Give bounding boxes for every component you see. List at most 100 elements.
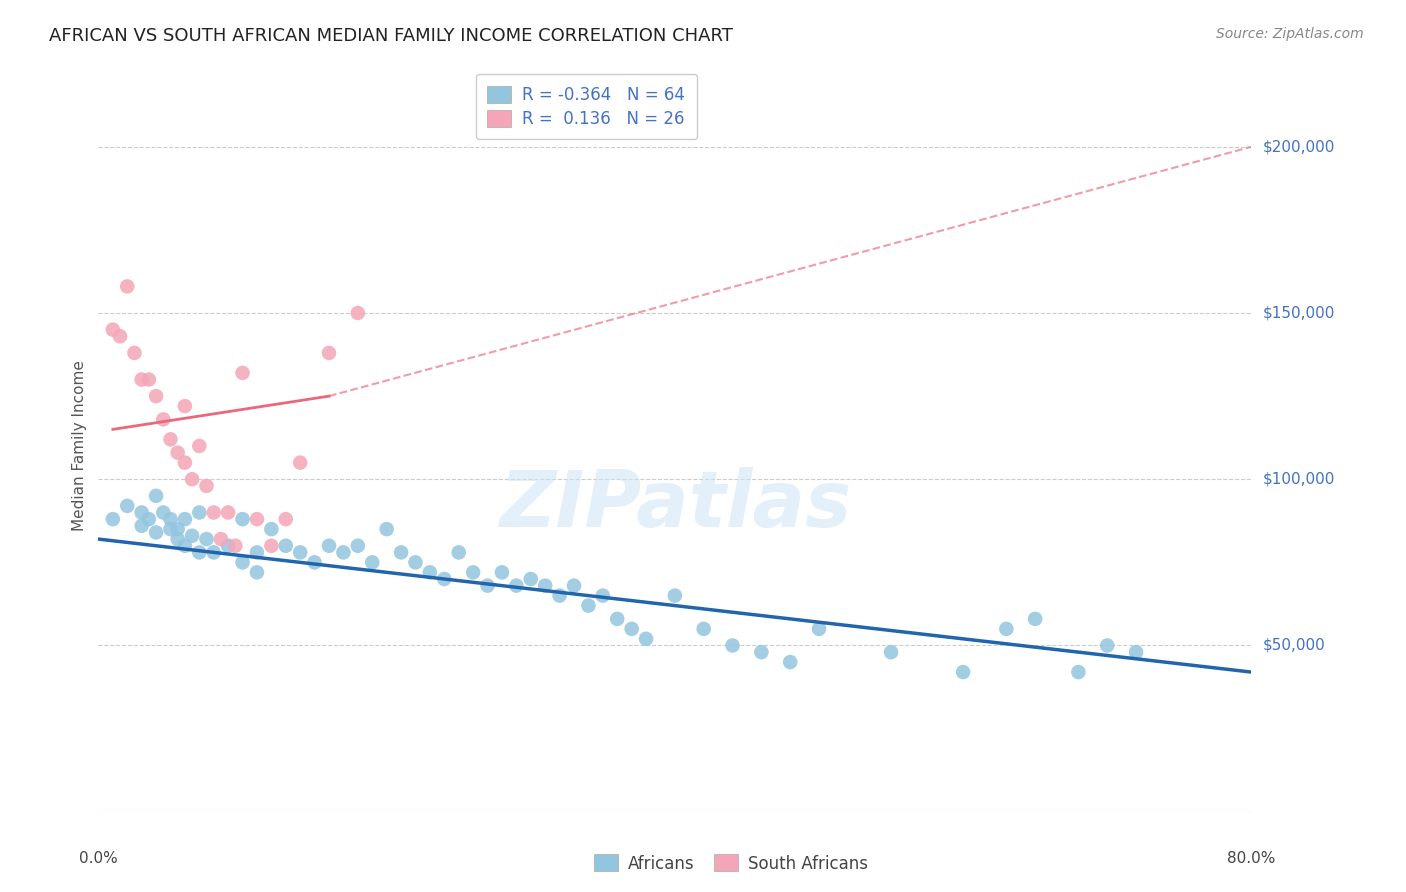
- Point: [562, 579, 585, 593]
- Point: [389, 545, 412, 559]
- Text: $100,000: $100,000: [1263, 472, 1334, 487]
- Y-axis label: Median Family Income: Median Family Income: [72, 360, 87, 532]
- Point: [174, 456, 197, 470]
- Text: AFRICAN VS SOUTH AFRICAN MEDIAN FAMILY INCOME CORRELATION CHART: AFRICAN VS SOUTH AFRICAN MEDIAN FAMILY I…: [49, 27, 733, 45]
- Text: $50,000: $50,000: [1263, 638, 1326, 653]
- Point: [995, 622, 1018, 636]
- Point: [166, 522, 188, 536]
- Point: [174, 539, 197, 553]
- Point: [290, 545, 312, 559]
- Point: [419, 566, 441, 580]
- Point: [166, 532, 188, 546]
- Point: [274, 512, 297, 526]
- Point: [138, 512, 160, 526]
- Point: [117, 499, 139, 513]
- Text: Source: ZipAtlas.com: Source: ZipAtlas.com: [1216, 27, 1364, 41]
- Point: [1125, 645, 1147, 659]
- Point: [145, 389, 167, 403]
- Point: [188, 545, 211, 559]
- Point: [224, 539, 246, 553]
- Point: [195, 479, 218, 493]
- Point: [152, 506, 174, 520]
- Point: [636, 632, 658, 646]
- Text: 0.0%: 0.0%: [79, 851, 118, 865]
- Point: [578, 599, 600, 613]
- Point: [664, 589, 686, 603]
- Legend: Africans, South Africans: Africans, South Africans: [588, 847, 875, 880]
- Point: [131, 506, 153, 520]
- Point: [246, 545, 269, 559]
- Point: [117, 279, 139, 293]
- Point: [202, 506, 225, 520]
- Point: [318, 539, 340, 553]
- Point: [332, 545, 354, 559]
- Point: [880, 645, 903, 659]
- Text: $200,000: $200,000: [1263, 139, 1334, 154]
- Point: [779, 655, 801, 669]
- Point: [304, 555, 326, 569]
- Point: [1024, 612, 1046, 626]
- Point: [195, 532, 218, 546]
- Point: [505, 579, 527, 593]
- Point: [131, 372, 153, 386]
- Point: [548, 589, 571, 603]
- Point: [174, 512, 197, 526]
- Point: [231, 512, 254, 526]
- Point: [101, 323, 124, 337]
- Point: [209, 532, 232, 546]
- Point: [181, 472, 204, 486]
- Point: [751, 645, 773, 659]
- Point: [721, 639, 744, 653]
- Point: [693, 622, 716, 636]
- Point: [375, 522, 398, 536]
- Point: [592, 589, 614, 603]
- Point: [188, 506, 211, 520]
- Text: 80.0%: 80.0%: [1227, 851, 1275, 865]
- Point: [138, 372, 160, 386]
- Point: [1067, 665, 1090, 679]
- Point: [274, 539, 297, 553]
- Point: [347, 306, 370, 320]
- Point: [159, 512, 181, 526]
- Point: [405, 555, 427, 569]
- Point: [202, 545, 225, 559]
- Point: [463, 566, 485, 580]
- Point: [231, 555, 254, 569]
- Point: [620, 622, 643, 636]
- Point: [246, 512, 269, 526]
- Point: [231, 366, 254, 380]
- Point: [174, 399, 197, 413]
- Point: [217, 539, 239, 553]
- Point: [166, 445, 188, 459]
- Point: [347, 539, 370, 553]
- Point: [520, 572, 543, 586]
- Point: [477, 579, 499, 593]
- Point: [131, 518, 153, 533]
- Point: [1097, 639, 1119, 653]
- Point: [246, 566, 269, 580]
- Point: [152, 412, 174, 426]
- Point: [606, 612, 628, 626]
- Legend: R = -0.364   N = 64, R =  0.136   N = 26: R = -0.364 N = 64, R = 0.136 N = 26: [475, 74, 697, 139]
- Point: [433, 572, 456, 586]
- Text: $150,000: $150,000: [1263, 306, 1334, 320]
- Point: [260, 539, 283, 553]
- Point: [534, 579, 557, 593]
- Point: [491, 566, 513, 580]
- Point: [447, 545, 470, 559]
- Point: [188, 439, 211, 453]
- Point: [217, 506, 239, 520]
- Point: [108, 329, 131, 343]
- Point: [260, 522, 283, 536]
- Point: [952, 665, 974, 679]
- Point: [124, 346, 146, 360]
- Point: [808, 622, 831, 636]
- Point: [318, 346, 340, 360]
- Text: ZIPatlas: ZIPatlas: [499, 467, 851, 542]
- Point: [101, 512, 124, 526]
- Point: [145, 489, 167, 503]
- Point: [159, 522, 181, 536]
- Point: [181, 529, 204, 543]
- Point: [159, 433, 181, 447]
- Point: [361, 555, 384, 569]
